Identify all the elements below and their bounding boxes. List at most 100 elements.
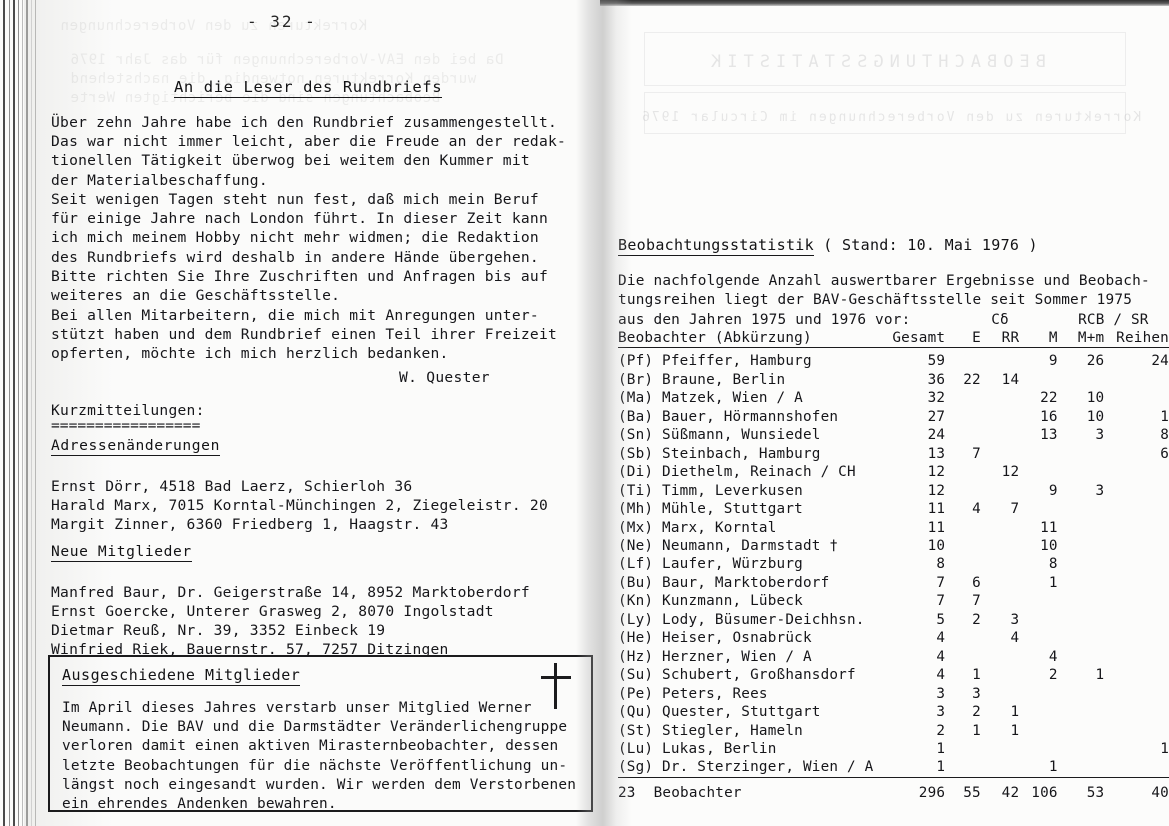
cell-gesamt: 3 xyxy=(936,685,946,702)
cell-e xyxy=(945,629,981,647)
cell-m xyxy=(1019,611,1057,629)
total-gesamt: 296 xyxy=(882,776,946,803)
cell-observer: (Di) Diethelm, Reinach / CH xyxy=(618,464,856,481)
cell-mm xyxy=(1058,703,1105,721)
paper-tint xyxy=(600,0,1169,826)
cell-e: 22 xyxy=(963,371,981,388)
cell-e: 4 xyxy=(972,501,981,518)
cell-rr: 12 xyxy=(1001,464,1020,481)
cell-m: 10 xyxy=(1040,537,1058,554)
cell-gesamt: 27 xyxy=(927,408,946,425)
cell-mm xyxy=(1058,758,1105,777)
cell-rr xyxy=(981,519,1019,537)
showthrough-ghost-box xyxy=(644,92,1126,134)
paragraph-3: Bei allen Mitarbeitern, die mich mit Anr… xyxy=(51,307,558,363)
cell-reihen xyxy=(1104,555,1169,573)
cell-m: 2 xyxy=(1048,667,1058,684)
cell-gesamt: 24 xyxy=(927,427,946,444)
cell-gesamt: 12 xyxy=(927,464,946,481)
cell-gesamt: 2 xyxy=(936,722,946,739)
cross-icon xyxy=(541,663,571,709)
cell-observer: (Su) Schubert, Großhansdorf xyxy=(618,667,856,684)
cell-rr: 14 xyxy=(1001,371,1020,388)
column-header-m: M xyxy=(1019,329,1058,349)
cell-mm xyxy=(1058,629,1105,647)
cell-mm xyxy=(1058,722,1105,740)
superheader-rcb-sr: RCB / SR xyxy=(1078,311,1149,328)
cell-reihen xyxy=(1104,389,1169,407)
cell-observer: (Pe) Peters, Rees xyxy=(618,685,768,702)
table-row: (Kn) Kunzmann, Lübeck 7 7 xyxy=(618,592,1169,610)
cell-e xyxy=(945,482,981,500)
cell-observer: (Hz) Herzner, Wien / A xyxy=(618,648,812,665)
cell-rr xyxy=(981,482,1019,500)
table-row: (Di) Diethelm, Reinach / CH 12 12 xyxy=(618,463,1169,481)
scan-edge-artifact xyxy=(3,0,5,826)
cell-e xyxy=(945,426,981,444)
cell-e xyxy=(945,408,981,426)
cell-gesamt: 8 xyxy=(936,556,946,573)
cell-m: 13 xyxy=(1040,427,1058,444)
table-row: (Pf) Pfeiffer, Hamburg 59 9 26 24 xyxy=(618,348,1169,371)
cell-m xyxy=(1019,500,1057,518)
showthrough-ghost: Korrekturen zu den Vorberechnungen im Ci… xyxy=(640,110,1142,125)
table-row: (Ba) Bauer, Hörmannshofen 27 16 10 1 xyxy=(618,408,1169,426)
address-changes-heading: Adressenänderungen xyxy=(51,437,220,456)
cell-m xyxy=(1019,592,1057,610)
cell-observer: (St) Stiegler, Hameln xyxy=(618,722,803,739)
total-count: 23 xyxy=(618,784,636,801)
table-row: (Sb) Steinbach, Hamburg 13 7 6 xyxy=(618,445,1169,463)
cell-e xyxy=(945,348,981,371)
cell-reihen: 24 xyxy=(1151,353,1169,370)
table-row: (Ly) Lody, Büsumer-Deichhsn. 5 2 3 xyxy=(618,611,1169,629)
cell-m: 1 xyxy=(1048,759,1058,776)
cell-mm xyxy=(1058,445,1105,463)
cell-reihen xyxy=(1104,722,1169,740)
left-page: Korrekturen zu den Vorberechnungen Da be… xyxy=(48,12,593,812)
cell-e xyxy=(945,555,981,573)
shortnotes-rule: ================= xyxy=(51,417,201,434)
column-header-rr: RR xyxy=(980,329,1020,349)
cell-observer: (Bu) Baur, Marktoberdorf xyxy=(618,574,830,591)
cell-e: 1 xyxy=(972,722,981,739)
cell-reihen: 1 xyxy=(1160,740,1169,757)
cell-observer: (Qu) Quester, Stuttgart xyxy=(618,704,821,721)
scan-edge-artifact xyxy=(22,0,23,826)
cell-reihen xyxy=(1104,629,1169,647)
cell-reihen xyxy=(1104,574,1169,592)
column-header-e: E xyxy=(945,329,981,349)
cell-gesamt: 7 xyxy=(936,574,946,591)
table-row: (Sn) Süßmann, Wunsiedel 24 13 3 8 xyxy=(618,426,1169,444)
table-row: (Lu) Lukas, Berlin 1 1 xyxy=(618,740,1169,758)
cell-e xyxy=(945,648,981,666)
cell-mm xyxy=(1058,537,1105,555)
cell-reihen xyxy=(1104,537,1169,555)
total-label: Beobachter xyxy=(653,784,742,801)
cell-observer: (Kn) Kunzmann, Lübeck xyxy=(618,593,803,610)
table-row: (St) Stiegler, Hameln 2 1 1 xyxy=(618,722,1169,740)
cell-e xyxy=(945,463,981,481)
cell-e: 2 xyxy=(972,611,981,628)
cell-reihen xyxy=(1104,371,1169,389)
address-changes-entry: Harald Marx, 7015 Korntal-Münchingen 2, … xyxy=(51,497,548,514)
scan-edge-artifact xyxy=(18,0,19,826)
cell-gesamt: 4 xyxy=(936,648,946,665)
cell-reihen xyxy=(1104,482,1169,500)
cell-observer: (Ti) Timm, Leverkusen xyxy=(618,482,803,499)
cell-reihen xyxy=(1104,500,1169,518)
cell-m xyxy=(1019,463,1057,481)
superheader-blank xyxy=(618,310,882,329)
superheader-blank xyxy=(1019,310,1057,329)
column-header-gesamt: Gesamt xyxy=(882,329,946,349)
cell-rr xyxy=(981,537,1019,555)
cell-gesamt: 59 xyxy=(927,353,946,370)
cell-observer: (Pf) Pfeiffer, Hamburg xyxy=(618,353,812,370)
table-row: (Sg) Dr. Sterzinger, Wien / A 1 1 xyxy=(618,758,1169,777)
cell-m: 8 xyxy=(1048,556,1058,573)
total-reihen: 40 xyxy=(1104,776,1169,803)
cell-observer: (Lu) Lukas, Berlin xyxy=(618,740,777,757)
address-changes-entry: Ernst Dörr, 4518 Bad Laerz, Schierloh 36 xyxy=(51,478,413,495)
cell-reihen xyxy=(1104,703,1169,721)
cell-m: 22 xyxy=(1040,390,1058,407)
